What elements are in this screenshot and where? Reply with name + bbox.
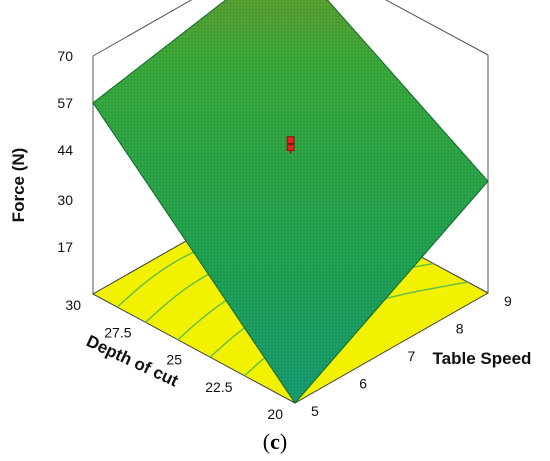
y-tick-label: 7 bbox=[408, 348, 416, 364]
surface-mesh bbox=[93, 0, 488, 403]
back-top-right-edge bbox=[385, 0, 489, 56]
y-tick-label: 8 bbox=[456, 321, 464, 337]
x-tick-label: 25 bbox=[166, 352, 182, 368]
y-tick-label: 6 bbox=[359, 376, 367, 392]
z-tick-label: 70 bbox=[57, 48, 73, 64]
z-tick-label: 30 bbox=[57, 192, 73, 208]
z-tick-label: 17 bbox=[57, 239, 73, 255]
figure-caption: (c) bbox=[263, 429, 287, 454]
z-tick-label: 57 bbox=[57, 95, 73, 111]
design-point-marker-top bbox=[286, 136, 295, 145]
y-tick-label: 9 bbox=[504, 293, 512, 309]
y-tick-label: 5 bbox=[311, 403, 319, 419]
z-axis-title: Force (N) bbox=[9, 148, 28, 223]
design-point-marker-bottom bbox=[286, 144, 295, 152]
back-top-left-edge bbox=[92, 0, 193, 57]
x-tick-label: 20 bbox=[267, 406, 283, 422]
z-tick-label: 44 bbox=[57, 142, 73, 158]
response-surface bbox=[92, 0, 489, 404]
tick-labels: 17 30 44 57 70 30 27.5 25 22.5 20 5 6 7 8 9 bbox=[57, 48, 512, 422]
x-tick-label: 30 bbox=[65, 297, 81, 313]
y-axis-title: Table Speed bbox=[433, 349, 532, 368]
x-tick-label: 27.5 bbox=[104, 324, 131, 340]
x-tick-label: 22.5 bbox=[205, 379, 232, 395]
